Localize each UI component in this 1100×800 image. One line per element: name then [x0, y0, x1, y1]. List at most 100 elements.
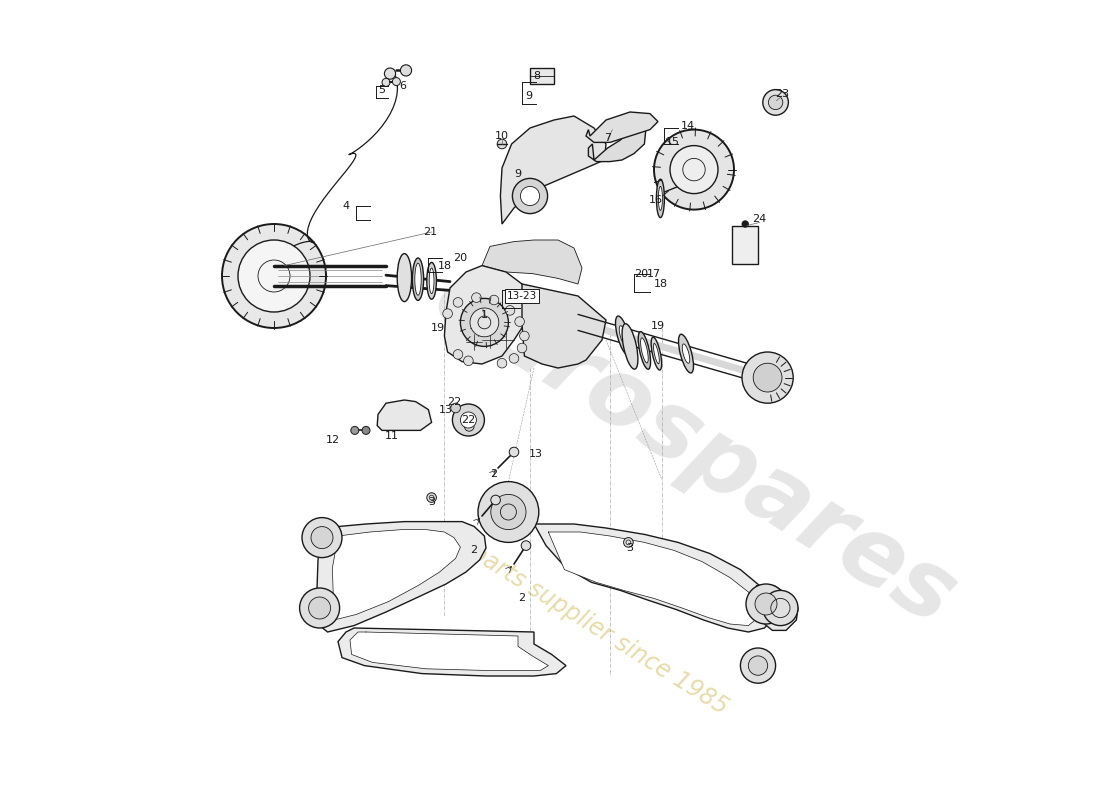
Circle shape: [311, 526, 333, 549]
Polygon shape: [377, 400, 431, 430]
Circle shape: [769, 95, 783, 110]
Ellipse shape: [412, 258, 424, 300]
Text: 2: 2: [471, 546, 477, 555]
Circle shape: [748, 656, 768, 675]
Ellipse shape: [616, 316, 630, 354]
Text: 13-23: 13-23: [507, 291, 537, 301]
Text: a parts supplier since 1985: a parts supplier since 1985: [448, 529, 733, 719]
Text: 20: 20: [453, 253, 468, 262]
Text: 22: 22: [447, 397, 461, 406]
Circle shape: [384, 68, 396, 79]
Circle shape: [470, 308, 498, 337]
Polygon shape: [549, 532, 758, 626]
Text: 10: 10: [495, 131, 509, 141]
Circle shape: [302, 518, 342, 558]
Circle shape: [742, 352, 793, 403]
Ellipse shape: [638, 331, 650, 370]
Circle shape: [222, 224, 326, 328]
Circle shape: [762, 590, 798, 626]
Circle shape: [517, 343, 527, 353]
Text: eurospares: eurospares: [416, 250, 971, 646]
Polygon shape: [338, 628, 566, 676]
Bar: [530, 68, 554, 84]
Circle shape: [461, 298, 508, 346]
Polygon shape: [332, 530, 461, 620]
Circle shape: [754, 363, 782, 392]
Text: 2: 2: [491, 469, 497, 478]
Text: 15: 15: [666, 138, 680, 147]
Circle shape: [427, 493, 437, 502]
Circle shape: [351, 426, 359, 434]
Circle shape: [451, 403, 461, 413]
Circle shape: [491, 495, 501, 505]
Circle shape: [443, 309, 452, 318]
Circle shape: [478, 482, 539, 542]
Text: 12: 12: [326, 435, 340, 445]
Text: 22: 22: [461, 415, 475, 425]
Circle shape: [755, 593, 777, 615]
Circle shape: [472, 293, 481, 302]
Ellipse shape: [619, 326, 627, 345]
Ellipse shape: [427, 262, 437, 299]
Circle shape: [519, 331, 529, 341]
Circle shape: [521, 541, 531, 550]
Circle shape: [491, 494, 526, 530]
Ellipse shape: [679, 334, 693, 373]
Circle shape: [670, 146, 718, 194]
Text: 13: 13: [529, 450, 542, 459]
Text: 3: 3: [627, 543, 634, 553]
Circle shape: [453, 298, 463, 307]
Ellipse shape: [640, 338, 648, 363]
Polygon shape: [444, 266, 530, 364]
Circle shape: [452, 404, 484, 436]
Circle shape: [509, 447, 519, 457]
Circle shape: [509, 354, 519, 363]
Text: 18: 18: [438, 261, 451, 270]
Ellipse shape: [651, 337, 661, 370]
Polygon shape: [757, 586, 798, 630]
Text: 19: 19: [651, 322, 666, 331]
Text: 11: 11: [385, 431, 398, 441]
Circle shape: [520, 186, 540, 206]
Circle shape: [238, 240, 310, 312]
Circle shape: [654, 130, 734, 210]
Polygon shape: [350, 632, 549, 670]
Polygon shape: [588, 128, 646, 162]
Ellipse shape: [397, 254, 411, 302]
Circle shape: [464, 422, 474, 431]
Circle shape: [490, 295, 498, 305]
Text: 2: 2: [518, 594, 526, 603]
Text: 17: 17: [647, 269, 661, 278]
Circle shape: [362, 426, 370, 434]
Polygon shape: [500, 116, 606, 224]
Circle shape: [513, 178, 548, 214]
Text: 19: 19: [431, 323, 446, 333]
Text: 18: 18: [653, 279, 668, 289]
Circle shape: [740, 648, 776, 683]
Circle shape: [453, 350, 463, 359]
Text: 4: 4: [342, 202, 350, 211]
Circle shape: [746, 584, 786, 624]
Circle shape: [624, 538, 634, 547]
Polygon shape: [482, 240, 582, 284]
Ellipse shape: [415, 263, 421, 295]
Circle shape: [742, 221, 748, 227]
Circle shape: [461, 412, 476, 428]
Text: 20: 20: [634, 269, 648, 278]
Text: 23: 23: [774, 90, 789, 99]
Text: 13: 13: [439, 405, 453, 414]
Text: 1: 1: [481, 310, 488, 320]
Text: 6: 6: [399, 82, 406, 91]
Circle shape: [515, 317, 525, 326]
Circle shape: [505, 306, 515, 315]
Text: 8: 8: [534, 71, 541, 81]
Text: 9: 9: [515, 170, 521, 179]
Text: 24: 24: [752, 214, 767, 224]
Ellipse shape: [429, 268, 434, 294]
Circle shape: [309, 597, 331, 619]
Text: 14: 14: [681, 122, 695, 131]
Ellipse shape: [659, 186, 662, 210]
Bar: [733, 226, 758, 264]
Text: 9: 9: [526, 91, 532, 101]
Circle shape: [762, 90, 789, 115]
